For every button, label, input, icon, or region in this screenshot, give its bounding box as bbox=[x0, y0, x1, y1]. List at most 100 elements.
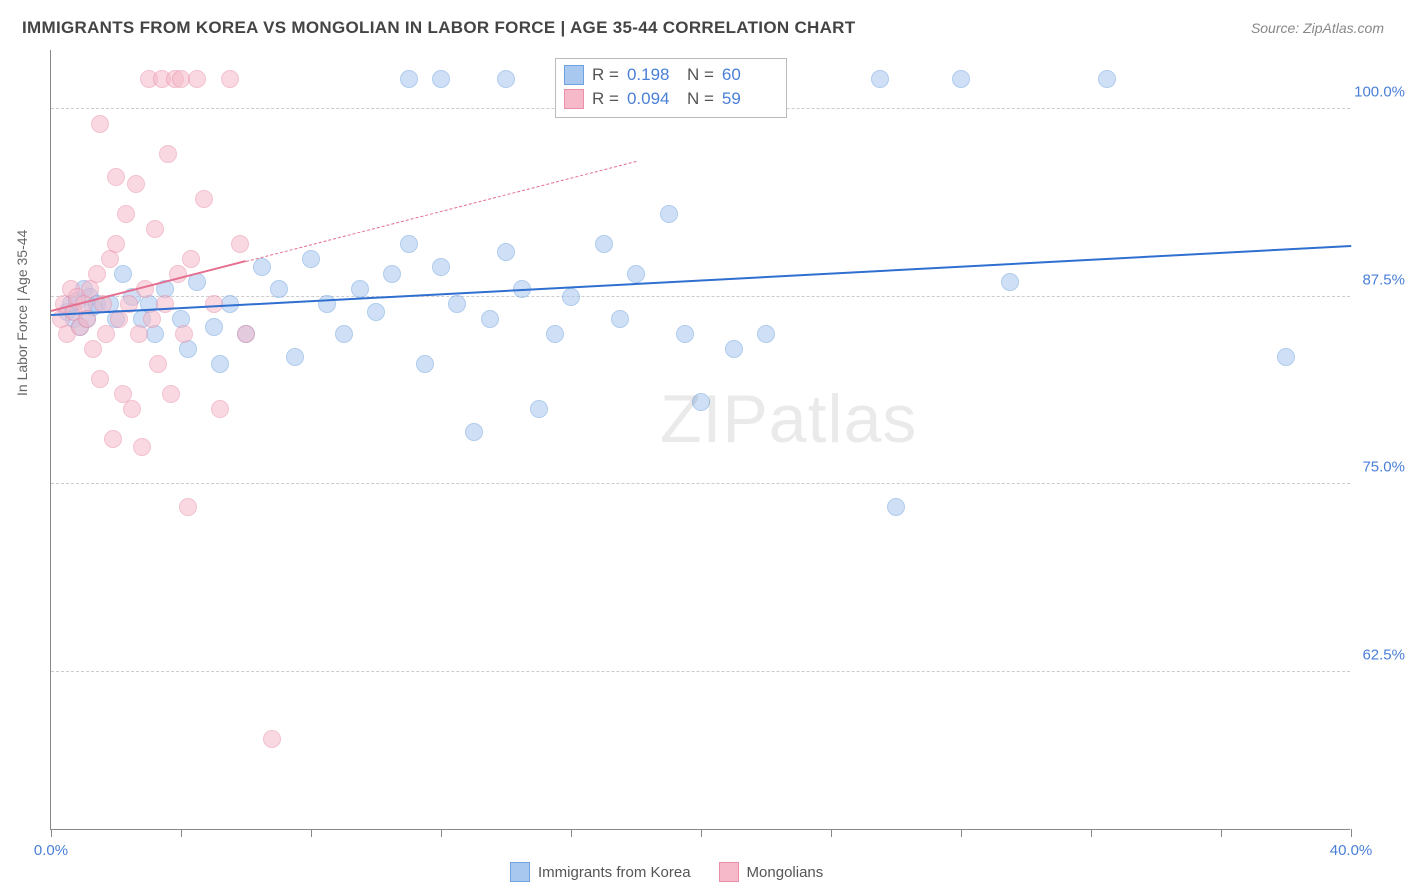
r-label: R = bbox=[592, 65, 619, 85]
scatter-plot-area: 62.5%75.0%87.5%100.0%0.0%40.0% bbox=[50, 50, 1350, 830]
gridline bbox=[51, 483, 1350, 484]
y-axis-label: In Labor Force | Age 35-44 bbox=[14, 230, 30, 396]
scatter-point bbox=[104, 430, 122, 448]
scatter-point bbox=[88, 265, 106, 283]
x-tick bbox=[181, 829, 182, 837]
trend-line bbox=[246, 161, 636, 262]
chart-title: IMMIGRANTS FROM KOREA VS MONGOLIAN IN LA… bbox=[22, 18, 855, 38]
scatter-point bbox=[188, 70, 206, 88]
scatter-point bbox=[195, 190, 213, 208]
x-tick bbox=[571, 829, 572, 837]
stats-row: R =0.198N =60 bbox=[564, 63, 774, 87]
scatter-point bbox=[159, 145, 177, 163]
n-value: 60 bbox=[722, 65, 774, 85]
scatter-point bbox=[107, 168, 125, 186]
scatter-point bbox=[107, 235, 125, 253]
x-tick bbox=[831, 829, 832, 837]
scatter-point bbox=[1098, 70, 1116, 88]
scatter-point bbox=[130, 325, 148, 343]
scatter-point bbox=[162, 385, 180, 403]
trend-line bbox=[51, 245, 1351, 316]
y-tick-label: 75.0% bbox=[1362, 459, 1405, 476]
y-tick-label: 62.5% bbox=[1362, 646, 1405, 663]
scatter-point bbox=[146, 220, 164, 238]
scatter-point bbox=[117, 205, 135, 223]
x-tick bbox=[961, 829, 962, 837]
scatter-point bbox=[660, 205, 678, 223]
series-swatch bbox=[719, 862, 739, 882]
x-tick bbox=[1091, 829, 1092, 837]
scatter-point bbox=[123, 400, 141, 418]
legend-label: Immigrants from Korea bbox=[538, 864, 691, 881]
series-legend: Immigrants from Korea Mongolians bbox=[510, 862, 823, 882]
scatter-point bbox=[221, 70, 239, 88]
r-label: R = bbox=[592, 89, 619, 109]
scatter-point bbox=[205, 318, 223, 336]
x-tick bbox=[441, 829, 442, 837]
scatter-point bbox=[211, 400, 229, 418]
gridline bbox=[51, 296, 1350, 297]
scatter-point bbox=[887, 498, 905, 516]
r-value: 0.198 bbox=[627, 65, 679, 85]
scatter-point bbox=[318, 295, 336, 313]
scatter-point bbox=[84, 340, 102, 358]
n-label: N = bbox=[687, 89, 714, 109]
scatter-point bbox=[676, 325, 694, 343]
scatter-point bbox=[400, 235, 418, 253]
scatter-point bbox=[1277, 348, 1295, 366]
scatter-point bbox=[871, 70, 889, 88]
y-tick-label: 87.5% bbox=[1362, 271, 1405, 288]
scatter-point bbox=[237, 325, 255, 343]
scatter-point bbox=[302, 250, 320, 268]
scatter-point bbox=[497, 243, 515, 261]
r-value: 0.094 bbox=[627, 89, 679, 109]
n-value: 59 bbox=[722, 89, 774, 109]
scatter-point bbox=[952, 70, 970, 88]
gridline bbox=[51, 671, 1350, 672]
x-tick bbox=[701, 829, 702, 837]
scatter-point bbox=[481, 310, 499, 328]
scatter-point bbox=[530, 400, 548, 418]
y-tick-label: 100.0% bbox=[1354, 84, 1405, 101]
scatter-point bbox=[127, 175, 145, 193]
scatter-point bbox=[286, 348, 304, 366]
scatter-point bbox=[595, 235, 613, 253]
scatter-point bbox=[91, 370, 109, 388]
scatter-point bbox=[1001, 273, 1019, 291]
scatter-point bbox=[627, 265, 645, 283]
series-swatch bbox=[564, 89, 584, 109]
scatter-point bbox=[143, 310, 161, 328]
scatter-point bbox=[497, 70, 515, 88]
x-tick bbox=[311, 829, 312, 837]
stats-legend-box: R = 0.198 N = 60R = 0.094 N = 59 bbox=[555, 58, 787, 118]
scatter-point bbox=[182, 250, 200, 268]
scatter-point bbox=[757, 325, 775, 343]
scatter-point bbox=[211, 355, 229, 373]
series-swatch bbox=[510, 862, 530, 882]
series-swatch bbox=[564, 65, 584, 85]
scatter-point bbox=[175, 325, 193, 343]
scatter-point bbox=[263, 730, 281, 748]
scatter-point bbox=[335, 325, 353, 343]
scatter-point bbox=[133, 438, 151, 456]
scatter-point bbox=[383, 265, 401, 283]
scatter-point bbox=[270, 280, 288, 298]
scatter-point bbox=[692, 393, 710, 411]
legend-item: Immigrants from Korea bbox=[510, 862, 691, 882]
legend-item: Mongolians bbox=[719, 862, 824, 882]
scatter-point bbox=[231, 235, 249, 253]
scatter-point bbox=[432, 258, 450, 276]
x-tick bbox=[1221, 829, 1222, 837]
stats-row: R = 0.094 N = 59 bbox=[564, 87, 774, 111]
scatter-point bbox=[114, 265, 132, 283]
scatter-point bbox=[546, 325, 564, 343]
scatter-point bbox=[149, 355, 167, 373]
scatter-point bbox=[179, 498, 197, 516]
scatter-point bbox=[725, 340, 743, 358]
scatter-point bbox=[253, 258, 271, 276]
scatter-point bbox=[367, 303, 385, 321]
scatter-point bbox=[465, 423, 483, 441]
scatter-point bbox=[416, 355, 434, 373]
scatter-point bbox=[97, 325, 115, 343]
scatter-point bbox=[91, 115, 109, 133]
